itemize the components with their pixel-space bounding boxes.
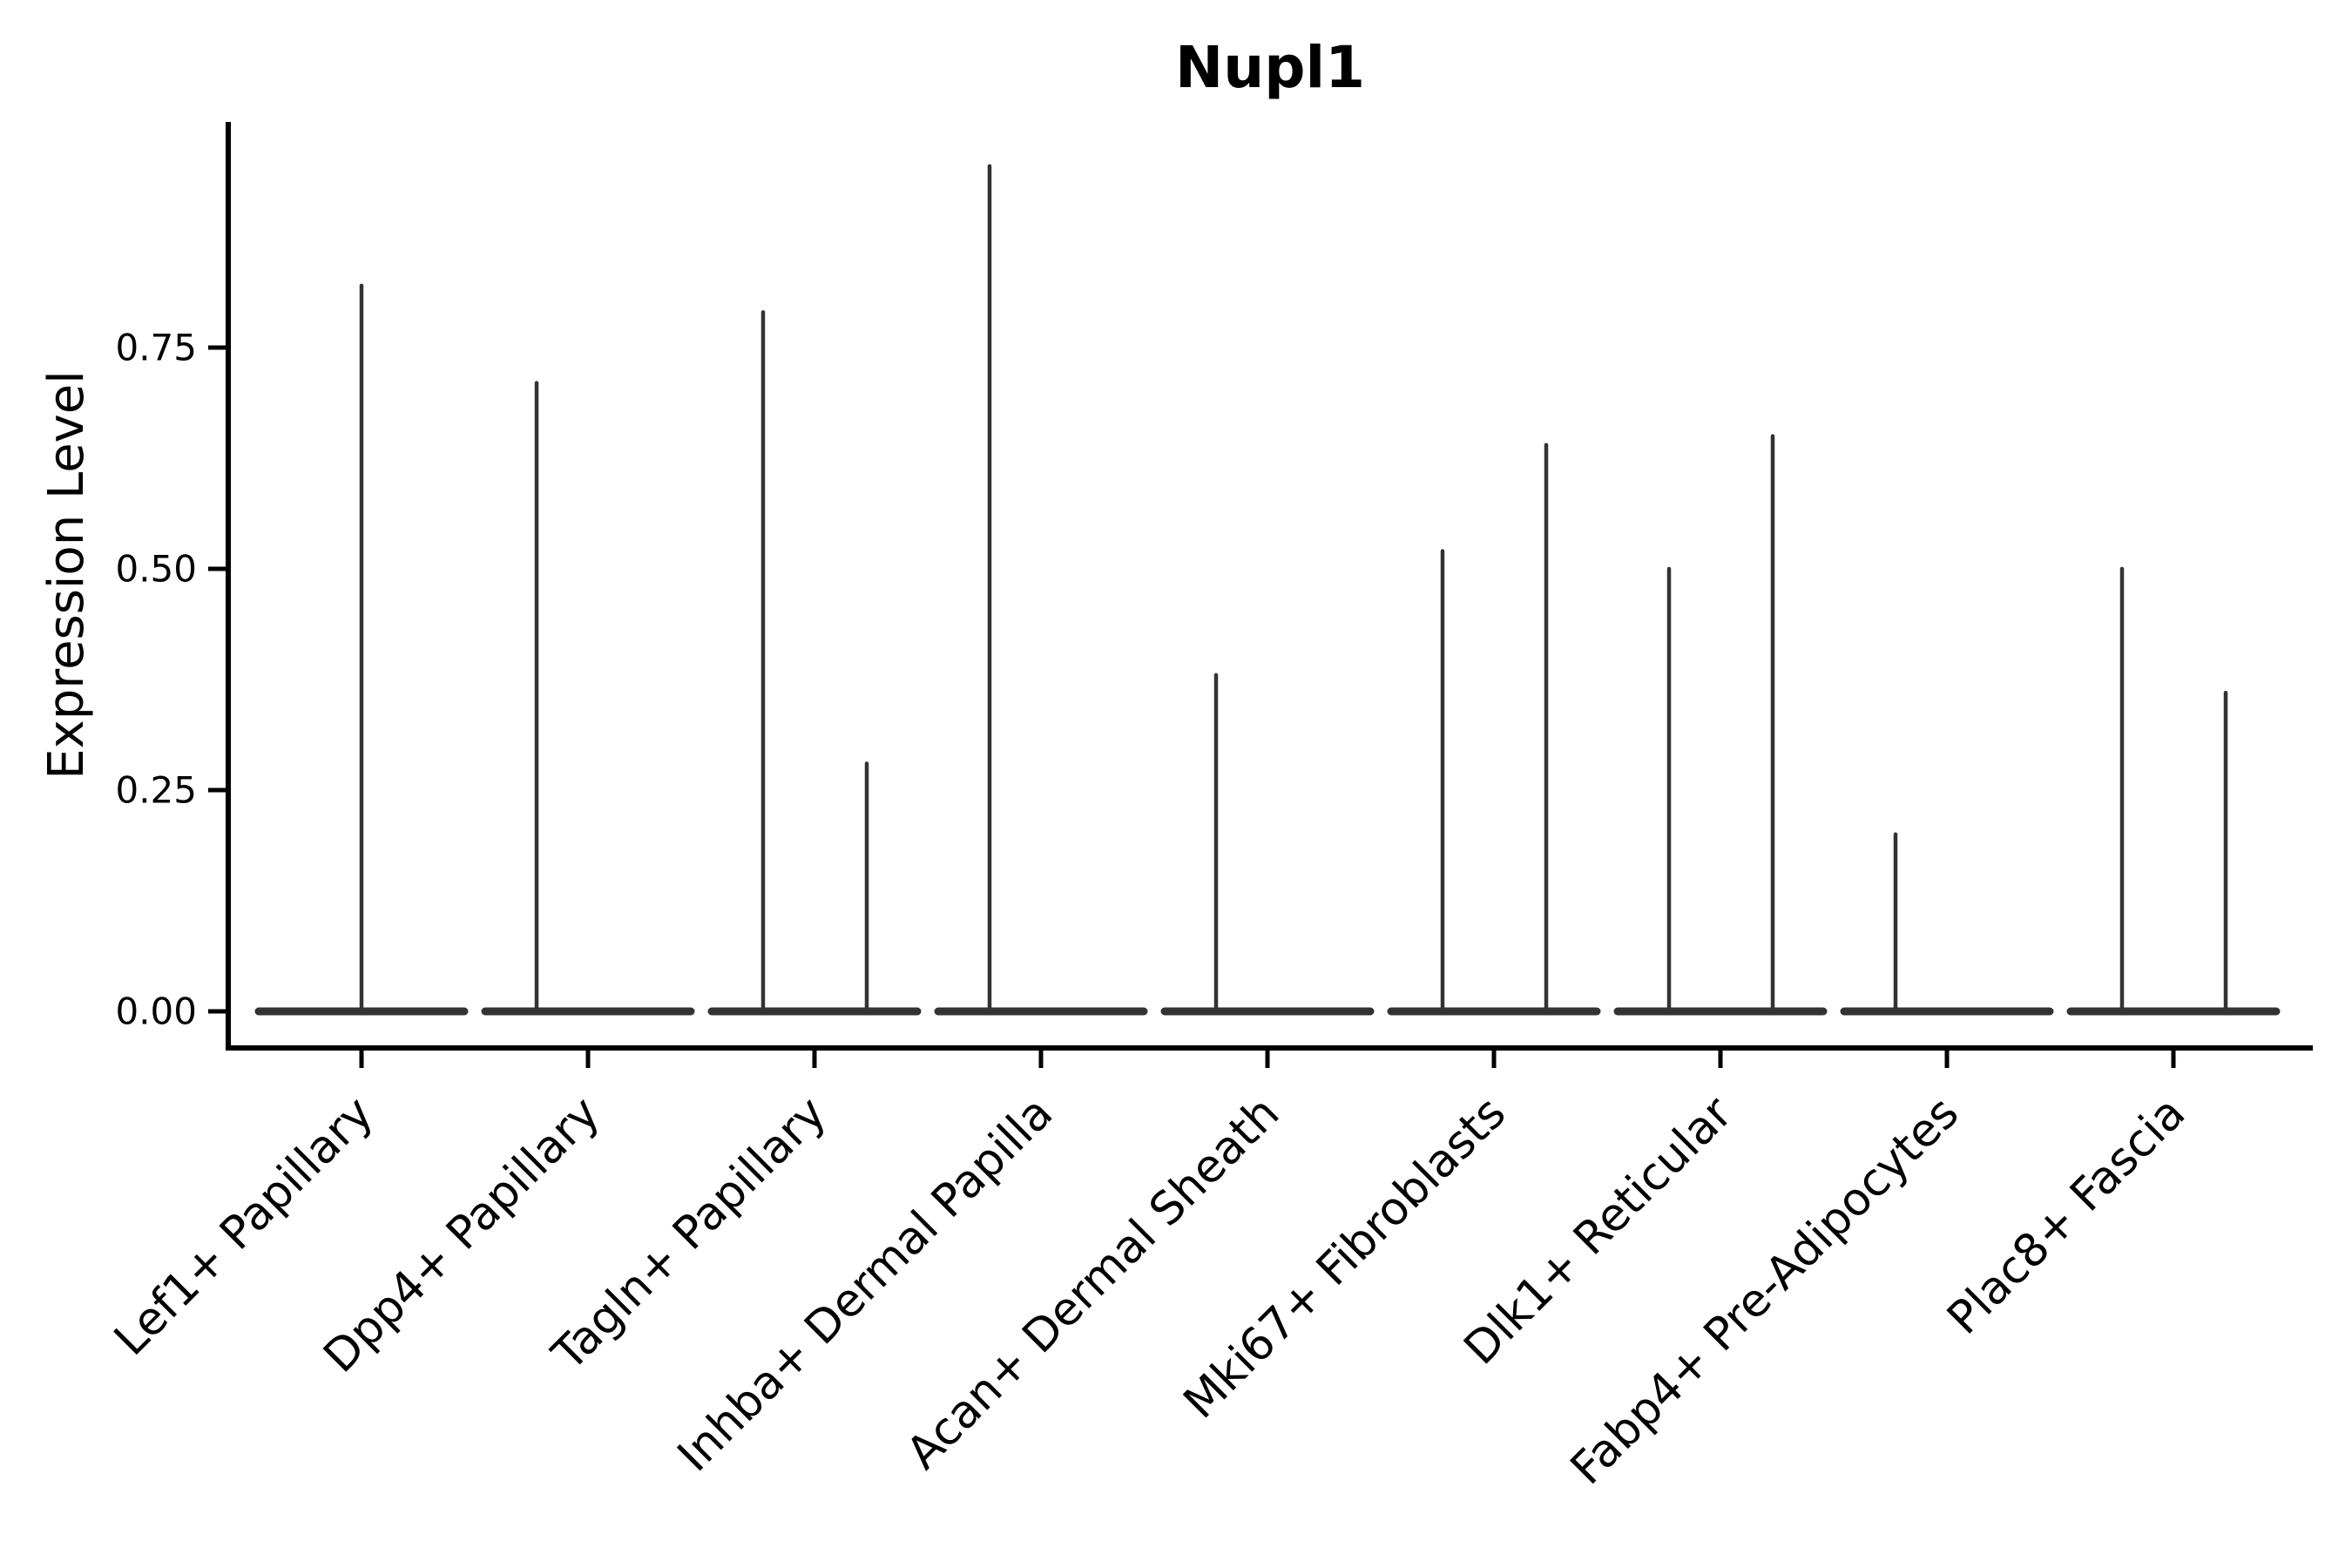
y-tick-label: 0.25 [115,769,197,812]
y-tick-label: 0.75 [115,327,197,369]
y-tick-label: 0.00 [115,990,197,1033]
x-tick-label: Fabp4+ Pre-Adipocytes [1561,1087,1969,1495]
y-tick-label: 0.50 [115,548,197,591]
x-tick-label: Inhba+ Dermal Papilla [668,1087,1063,1482]
x-tick-label: Acan+ Dermal Sheath [897,1087,1290,1480]
x-tick-label: Plac8+ Fascia [1937,1087,2195,1345]
chart-title: Nupl1 [1175,34,1365,101]
y-axis-label: Expression Level [38,370,95,780]
